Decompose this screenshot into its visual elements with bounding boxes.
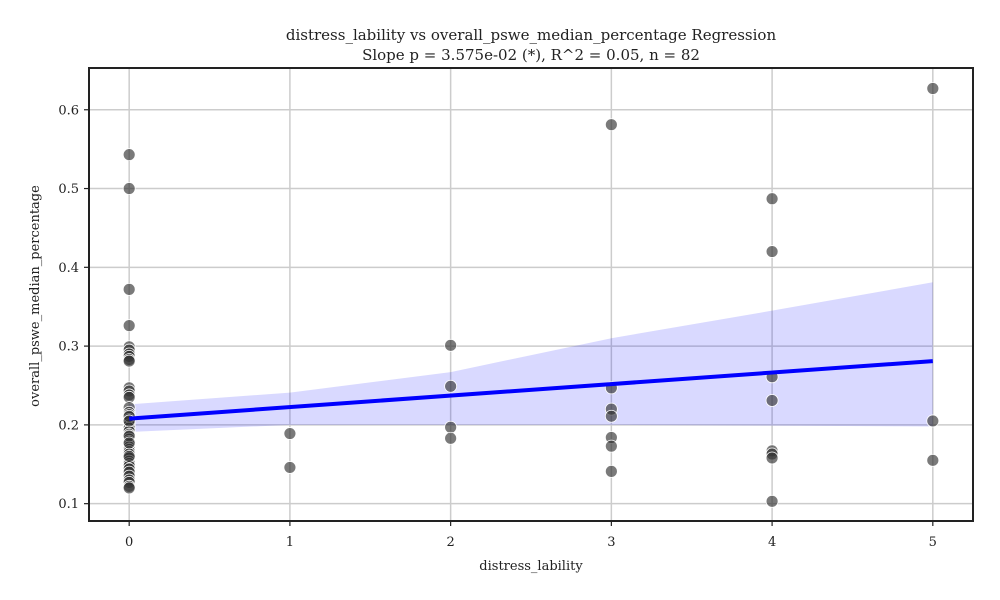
plot-frame xyxy=(88,67,974,522)
data-point xyxy=(122,148,136,162)
chart-subtitle: Slope p = 3.575e-02 (*), R^2 = 0.05, n =… xyxy=(362,46,700,64)
data-point xyxy=(604,409,618,423)
data-point xyxy=(122,436,136,450)
data-point xyxy=(122,354,136,368)
data-point xyxy=(444,431,458,445)
data-points xyxy=(122,82,940,508)
y-tick-label: 0.4 xyxy=(58,261,79,276)
regression-line xyxy=(129,359,933,421)
confidence-band-layer xyxy=(129,282,933,432)
data-point xyxy=(926,82,940,95)
x-gridlines xyxy=(128,68,934,521)
y-tick-label: 0.5 xyxy=(58,182,79,197)
data-point xyxy=(926,414,940,428)
data-point xyxy=(444,338,458,352)
data-point xyxy=(444,379,458,393)
x-tick-label: 1 xyxy=(286,535,294,550)
data-point xyxy=(444,420,458,434)
x-axis-ticks: 0 1 2 3 4 5 xyxy=(125,521,937,550)
data-point xyxy=(765,494,779,508)
x-tick-label: 0 xyxy=(125,535,133,550)
y-tick-label: 0.1 xyxy=(58,497,79,512)
x-tick-label: 3 xyxy=(607,535,615,550)
regression-line-layer xyxy=(129,359,933,421)
y-axis-ticks: 0.1 0.2 0.3 0.4 0.5 0.6 xyxy=(58,103,89,512)
data-point xyxy=(765,451,779,465)
data-point xyxy=(604,118,618,132)
data-point xyxy=(122,319,136,333)
data-point xyxy=(122,182,136,195)
x-tick-label: 2 xyxy=(446,535,454,550)
data-point xyxy=(283,427,297,440)
data-point xyxy=(604,439,618,453)
y-tick-label: 0.2 xyxy=(58,418,79,433)
x-tick-label: 4 xyxy=(768,535,776,550)
data-point xyxy=(122,282,136,296)
data-point xyxy=(122,481,136,495)
data-point xyxy=(283,461,297,474)
y-gridlines xyxy=(89,109,973,505)
y-tick-label: 0.3 xyxy=(58,340,79,355)
x-axis-label: distress_lability xyxy=(479,559,583,574)
data-point xyxy=(122,449,136,463)
y-axis-label: overall_pswe_median_percentage xyxy=(28,185,43,407)
confidence-band xyxy=(129,282,933,432)
data-point xyxy=(926,453,940,467)
chart-title: distress_lability vs overall_pswe_median… xyxy=(286,26,777,44)
x-tick-label: 5 xyxy=(929,535,937,550)
data-point xyxy=(604,464,618,478)
y-tick-label: 0.6 xyxy=(58,103,79,118)
data-point xyxy=(765,192,779,206)
data-point xyxy=(765,245,779,258)
data-point xyxy=(765,394,779,407)
